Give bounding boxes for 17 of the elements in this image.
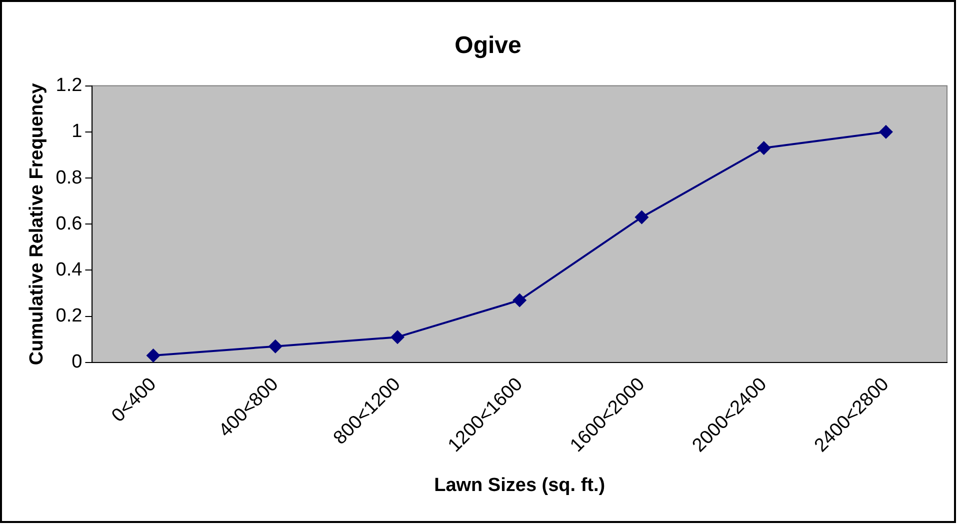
point bbox=[878, 124, 893, 139]
y-tick-label: 0 bbox=[72, 352, 82, 373]
point bbox=[634, 210, 649, 224]
point bbox=[756, 141, 771, 156]
y-tick-label: 0.2 bbox=[56, 306, 82, 327]
y-tick-label: 1 bbox=[72, 121, 82, 142]
x-axis-title: Lawn Sizes (sq. ft.) bbox=[434, 474, 606, 496]
chart-title: Ogive bbox=[454, 32, 522, 60]
point bbox=[390, 330, 404, 344]
y-tick-label: 1.2 bbox=[56, 75, 82, 96]
point bbox=[146, 348, 160, 362]
y-tick-label: 0.4 bbox=[56, 259, 83, 280]
point bbox=[512, 293, 527, 308]
point bbox=[268, 339, 282, 354]
y-tick-label: 0.6 bbox=[56, 213, 82, 234]
y-tick-label: 0.8 bbox=[56, 167, 82, 188]
y-axis-title: Cumulative Relative Frequency bbox=[26, 82, 48, 366]
